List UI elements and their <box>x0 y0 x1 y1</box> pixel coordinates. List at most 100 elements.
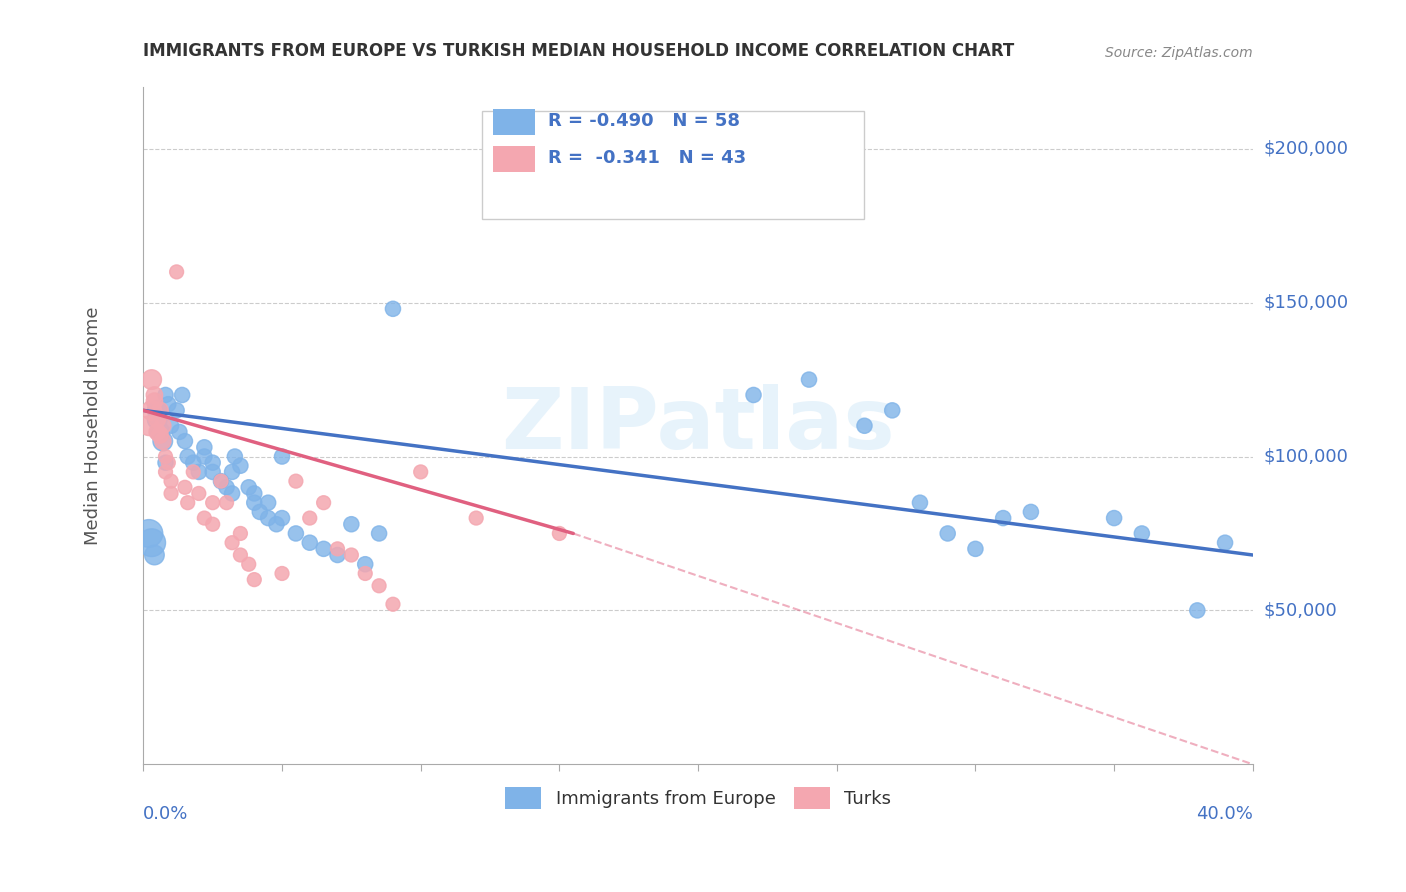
Point <box>221 465 243 479</box>
Point <box>201 465 224 479</box>
Point <box>181 465 204 479</box>
Text: Source: ZipAtlas.com: Source: ZipAtlas.com <box>1105 46 1253 60</box>
Point <box>146 412 169 426</box>
Point <box>326 548 349 562</box>
Point <box>160 486 183 500</box>
Text: $200,000: $200,000 <box>1264 140 1348 158</box>
Point <box>1102 511 1125 525</box>
Point <box>354 558 377 572</box>
Point <box>548 526 571 541</box>
Point <box>381 301 404 316</box>
Point <box>209 474 232 488</box>
Point <box>215 480 238 494</box>
Point <box>138 526 160 541</box>
Point <box>146 403 169 417</box>
Point <box>368 526 391 541</box>
Point <box>143 548 166 562</box>
Point <box>249 505 271 519</box>
Point <box>155 450 177 464</box>
Point <box>354 566 377 581</box>
Point <box>243 486 266 500</box>
Point <box>936 526 959 541</box>
Point <box>215 496 238 510</box>
Point <box>146 425 169 439</box>
Text: $100,000: $100,000 <box>1264 448 1348 466</box>
Point <box>465 511 488 525</box>
Point <box>152 418 174 433</box>
Point <box>172 388 194 402</box>
Point <box>1130 526 1153 541</box>
Point <box>155 456 177 470</box>
Point <box>266 517 288 532</box>
Point <box>326 541 349 556</box>
Text: 0.0%: 0.0% <box>143 805 188 823</box>
Point <box>298 511 321 525</box>
Text: $150,000: $150,000 <box>1264 293 1348 311</box>
Point <box>193 450 215 464</box>
Point <box>1213 535 1236 549</box>
Point <box>152 434 174 449</box>
Point <box>257 496 280 510</box>
Point <box>797 373 820 387</box>
Point <box>193 511 215 525</box>
Point <box>368 579 391 593</box>
Point <box>155 465 177 479</box>
Point <box>174 434 197 449</box>
Point <box>243 573 266 587</box>
Point <box>160 418 183 433</box>
Point <box>141 403 163 417</box>
Point <box>312 496 335 510</box>
Point <box>284 526 307 541</box>
Point <box>229 458 252 473</box>
Point <box>238 480 260 494</box>
Point <box>187 486 209 500</box>
Point <box>138 418 160 433</box>
Point <box>177 450 200 464</box>
Point <box>340 517 363 532</box>
Point <box>143 394 166 409</box>
Point <box>155 388 177 402</box>
Text: Median Household Income: Median Household Income <box>84 307 103 545</box>
Text: R =  -0.341   N = 43: R = -0.341 N = 43 <box>548 149 747 168</box>
Point <box>1187 603 1209 617</box>
Point <box>908 496 931 510</box>
Point <box>257 511 280 525</box>
Point <box>271 450 294 464</box>
Text: IMMIGRANTS FROM EUROPE VS TURKISH MEDIAN HOUSEHOLD INCOME CORRELATION CHART: IMMIGRANTS FROM EUROPE VS TURKISH MEDIAN… <box>143 42 1015 60</box>
Text: 40.0%: 40.0% <box>1197 805 1253 823</box>
Bar <box>494 146 534 172</box>
Point <box>149 425 172 439</box>
Legend: Immigrants from Europe, Turks: Immigrants from Europe, Turks <box>498 780 898 816</box>
Point <box>965 541 987 556</box>
Point <box>187 465 209 479</box>
Point <box>169 425 191 439</box>
Point <box>149 428 172 442</box>
Point <box>166 265 188 279</box>
Point <box>221 486 243 500</box>
Point <box>229 548 252 562</box>
Point <box>141 535 163 549</box>
Point <box>409 465 432 479</box>
Point <box>174 480 197 494</box>
Point <box>209 474 232 488</box>
Point <box>298 535 321 549</box>
Point <box>991 511 1014 525</box>
Point <box>201 496 224 510</box>
Point <box>271 566 294 581</box>
Point <box>381 597 404 611</box>
Text: $50,000: $50,000 <box>1264 601 1337 619</box>
Point <box>229 526 252 541</box>
Bar <box>494 109 534 135</box>
Point <box>143 388 166 402</box>
Point <box>141 373 163 387</box>
Point <box>193 440 215 454</box>
Point <box>166 403 188 417</box>
Point <box>853 418 876 433</box>
Point <box>224 450 246 464</box>
Point <box>157 397 180 411</box>
Point <box>882 403 904 417</box>
Point <box>1019 505 1042 519</box>
Point <box>742 388 765 402</box>
Point <box>157 456 180 470</box>
Point <box>340 548 363 562</box>
